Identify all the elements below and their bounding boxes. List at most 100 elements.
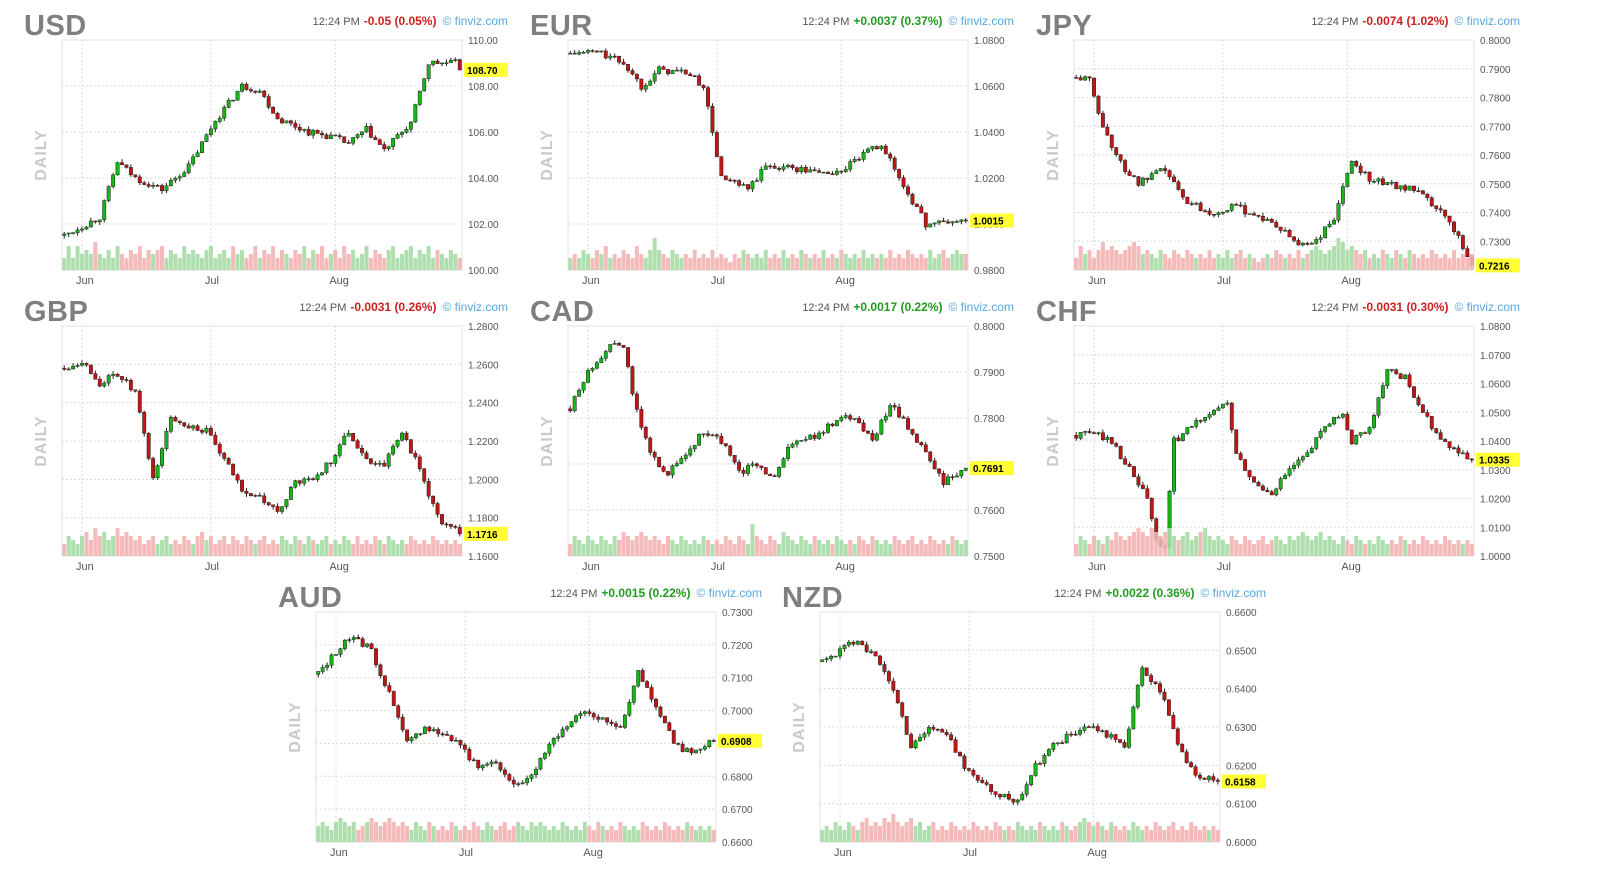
last-price-badge bbox=[1476, 258, 1520, 273]
candle-body bbox=[377, 139, 382, 145]
volume-bar bbox=[1042, 826, 1047, 842]
period-label: DAILY bbox=[1045, 129, 1062, 181]
volume-bar bbox=[329, 830, 334, 842]
volume-bar bbox=[1149, 830, 1154, 842]
volume-bar bbox=[560, 822, 565, 842]
volume-bar bbox=[989, 830, 994, 842]
candle-body bbox=[133, 389, 138, 392]
candle-body bbox=[888, 153, 893, 159]
x-tick-label: Jun bbox=[1088, 561, 1106, 573]
candle-body bbox=[754, 180, 759, 182]
volume-bar bbox=[910, 254, 915, 270]
candle-body bbox=[137, 390, 142, 413]
candle-body bbox=[639, 78, 644, 90]
brand-link[interactable]: © finviz.com bbox=[948, 300, 1014, 314]
volume-bar bbox=[694, 830, 698, 842]
volume-bar bbox=[621, 532, 626, 556]
chart-panel-usd[interactable]: USD 12:24 PM -0.05 (0.05%) © finviz.com 110.… bbox=[22, 10, 512, 299]
candle-body bbox=[1180, 189, 1185, 198]
candle-body bbox=[603, 50, 608, 59]
candle-body bbox=[1265, 489, 1270, 493]
volume-bar bbox=[754, 254, 759, 270]
candle-body bbox=[581, 52, 586, 54]
volume-bar bbox=[1256, 540, 1261, 556]
volume-bar bbox=[586, 254, 590, 270]
volume-bar bbox=[1086, 822, 1091, 842]
volume-bar bbox=[413, 258, 418, 270]
volume-bar bbox=[502, 822, 507, 842]
candle-body bbox=[599, 50, 604, 53]
volume-bar bbox=[1260, 536, 1265, 556]
candle-body bbox=[694, 749, 698, 754]
volume-bar bbox=[1144, 826, 1149, 842]
candle-body bbox=[661, 66, 666, 70]
candle-body bbox=[639, 409, 644, 428]
candle-body bbox=[984, 782, 989, 785]
candle-body bbox=[288, 486, 293, 500]
volume-bar bbox=[529, 822, 534, 842]
candle-body bbox=[830, 423, 835, 426]
volume-bar bbox=[1109, 246, 1114, 270]
volume-bar bbox=[870, 254, 875, 270]
volume-bar bbox=[1180, 536, 1185, 556]
brand-link[interactable]: © finviz.com bbox=[442, 300, 508, 314]
candle-body bbox=[1438, 208, 1443, 211]
candle-body bbox=[71, 366, 76, 370]
candle-body bbox=[494, 761, 498, 764]
volume-bar bbox=[759, 540, 764, 556]
volume-bar bbox=[1162, 830, 1167, 842]
chart-panel-chf[interactable]: CHF 12:24 PM -0.0031 (0.30%) © finviz.com 1.… bbox=[1034, 296, 1524, 585]
volume-bar bbox=[958, 830, 962, 842]
volume-bar bbox=[1073, 826, 1078, 842]
candle-body bbox=[574, 715, 578, 722]
candle-body bbox=[578, 713, 583, 717]
candle-body bbox=[1278, 478, 1283, 490]
chart-panel-cad[interactable]: CAD 12:24 PM +0.0017 (0.22%) © finviz.com 0.… bbox=[528, 296, 1018, 585]
chart-panel-aud[interactable]: AUD 12:24 PM +0.0015 (0.22%) © finviz.com 0.… bbox=[276, 582, 766, 871]
volume-bar bbox=[671, 830, 676, 842]
candle-body bbox=[808, 434, 813, 440]
x-tick-label: Aug bbox=[835, 275, 855, 287]
candle-body bbox=[1429, 197, 1434, 207]
candle-body bbox=[386, 146, 391, 150]
brand-link[interactable]: © finviz.com bbox=[1454, 300, 1520, 314]
candle-body bbox=[777, 168, 782, 170]
candle-body bbox=[1234, 429, 1239, 454]
brand-link[interactable]: © finviz.com bbox=[948, 14, 1014, 28]
volume-bar bbox=[772, 540, 777, 556]
quote-time: 12:24 PM bbox=[802, 16, 850, 28]
candle-body bbox=[728, 445, 733, 456]
volume-bar bbox=[386, 250, 391, 270]
candle-body bbox=[1372, 414, 1376, 428]
candle-body bbox=[953, 739, 958, 753]
candle-body bbox=[879, 419, 884, 435]
brand-link[interactable]: © finviz.com bbox=[442, 14, 508, 28]
volume-bar bbox=[1292, 540, 1296, 556]
chart-panel-nzd[interactable]: NZD 12:24 PM +0.0022 (0.36%) © finviz.com 0.… bbox=[780, 582, 1270, 871]
volume-bar bbox=[634, 246, 639, 270]
chart-panel-jpy[interactable]: JPY 12:24 PM -0.0074 (1.02%) © finviz.com 0.… bbox=[1034, 10, 1524, 299]
candle-body bbox=[630, 70, 635, 75]
candle-body bbox=[1011, 798, 1016, 803]
volume-bar bbox=[1122, 826, 1127, 842]
candle-body bbox=[457, 59, 462, 71]
volume-bar bbox=[1078, 822, 1082, 842]
candle-body bbox=[1193, 766, 1198, 776]
volume-bar bbox=[1189, 822, 1194, 842]
volume-bar bbox=[213, 544, 218, 556]
brand-link[interactable]: © finviz.com bbox=[696, 586, 762, 600]
volume-bar bbox=[618, 822, 623, 842]
candle-body bbox=[115, 162, 120, 176]
brand-link[interactable]: © finviz.com bbox=[1200, 586, 1266, 600]
volume-bar bbox=[1434, 540, 1439, 556]
chart-panel-eur[interactable]: EUR 12:24 PM +0.0037 (0.37%) © finviz.com 1.… bbox=[528, 10, 1018, 299]
y-tick-label: 106.00 bbox=[468, 128, 499, 139]
candle-body bbox=[1252, 213, 1256, 216]
candle-body bbox=[714, 132, 719, 157]
volume-bar bbox=[692, 250, 697, 270]
brand-link[interactable]: © finviz.com bbox=[1454, 14, 1520, 28]
volume-bar bbox=[1109, 540, 1114, 556]
volume-bar bbox=[377, 254, 382, 270]
volume-bar bbox=[436, 830, 441, 842]
chart-panel-gbp[interactable]: GBP 12:24 PM -0.0031 (0.26%) © finviz.com 1.… bbox=[22, 296, 512, 585]
